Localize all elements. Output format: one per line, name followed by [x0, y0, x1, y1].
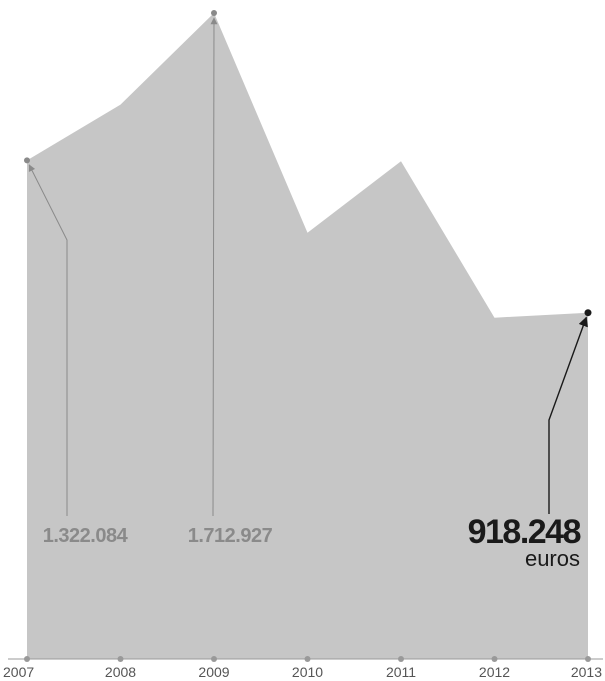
- annotation-value: 1.712.927: [188, 525, 273, 547]
- x-tick-label: 2007: [3, 664, 34, 680]
- data-point-marker: [24, 157, 30, 164]
- annotation-value: 1.322.084: [43, 525, 129, 547]
- annotation-value: 918.248: [468, 513, 581, 551]
- x-tick-dot: [491, 656, 498, 662]
- x-tick-label: 2012: [479, 664, 510, 680]
- area-series: [27, 13, 588, 659]
- x-tick-label: 2008: [105, 664, 136, 680]
- x-tick-label: 2009: [198, 664, 229, 680]
- annotation-unit: euros: [525, 546, 580, 571]
- x-tick-dot: [304, 656, 311, 662]
- annotation-2009: 1.712.927: [188, 10, 273, 547]
- x-tick-dot: [24, 656, 30, 662]
- annotation-leader-line: [210, 17, 218, 517]
- x-axis-ticks: 2007 2008 2009 2010 2011 2012 2013: [3, 656, 602, 680]
- x-tick-label: 2010: [292, 664, 323, 680]
- annotation-2007: 1.322.084: [24, 157, 129, 547]
- x-tick-label: 2011: [386, 664, 416, 680]
- x-tick-dot: [211, 656, 217, 662]
- data-point-marker: [584, 309, 592, 317]
- x-tick-label: 2013: [571, 664, 602, 680]
- data-point-marker: [211, 10, 217, 16]
- x-tick-dot: [117, 656, 124, 662]
- annotation-leader-line: [28, 164, 68, 516]
- x-tick-dot: [585, 656, 591, 662]
- annotation-leader-line: [548, 316, 588, 514]
- x-tick-dot: [398, 656, 404, 662]
